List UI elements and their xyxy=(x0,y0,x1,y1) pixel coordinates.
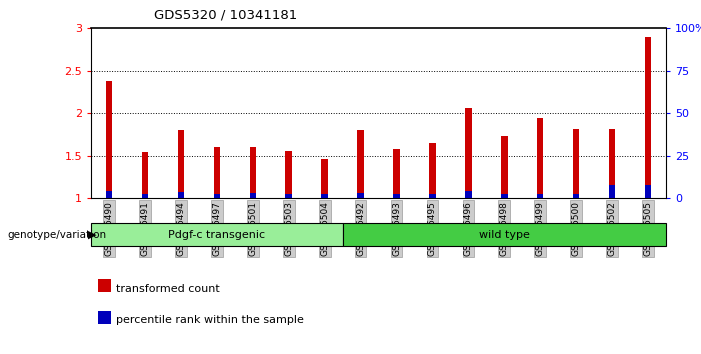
Bar xyxy=(465,108,472,198)
Bar xyxy=(609,185,615,198)
Bar xyxy=(537,194,543,198)
Bar xyxy=(573,129,579,198)
Bar xyxy=(358,130,364,198)
Text: Pdgf-c transgenic: Pdgf-c transgenic xyxy=(168,229,266,240)
Bar xyxy=(573,194,579,198)
Bar xyxy=(91,223,343,246)
Bar xyxy=(645,185,651,198)
Bar xyxy=(142,152,148,198)
Bar xyxy=(645,37,651,198)
Text: genotype/variation: genotype/variation xyxy=(7,230,106,240)
Text: transformed count: transformed count xyxy=(116,284,219,293)
Text: ▶: ▶ xyxy=(88,230,96,240)
Bar xyxy=(322,194,328,198)
Bar xyxy=(322,159,328,198)
Bar xyxy=(609,129,615,198)
Bar xyxy=(501,136,508,198)
Bar xyxy=(178,130,184,198)
Bar xyxy=(106,192,112,198)
Bar xyxy=(285,194,292,198)
Bar xyxy=(393,194,400,198)
Text: percentile rank within the sample: percentile rank within the sample xyxy=(116,315,304,325)
Text: wild type: wild type xyxy=(479,229,530,240)
Bar xyxy=(343,223,666,246)
Bar xyxy=(214,147,220,198)
Bar xyxy=(429,143,435,198)
Bar xyxy=(285,151,292,198)
Bar xyxy=(250,193,256,198)
Text: GDS5320 / 10341181: GDS5320 / 10341181 xyxy=(154,9,297,22)
Bar xyxy=(214,194,220,198)
Bar xyxy=(537,118,543,198)
Bar xyxy=(429,194,435,198)
Bar xyxy=(178,192,184,198)
Bar xyxy=(106,81,112,198)
Bar xyxy=(393,149,400,198)
Bar xyxy=(250,147,256,198)
Bar xyxy=(465,190,472,198)
Bar xyxy=(501,194,508,198)
Bar xyxy=(142,194,148,198)
Bar xyxy=(358,193,364,198)
